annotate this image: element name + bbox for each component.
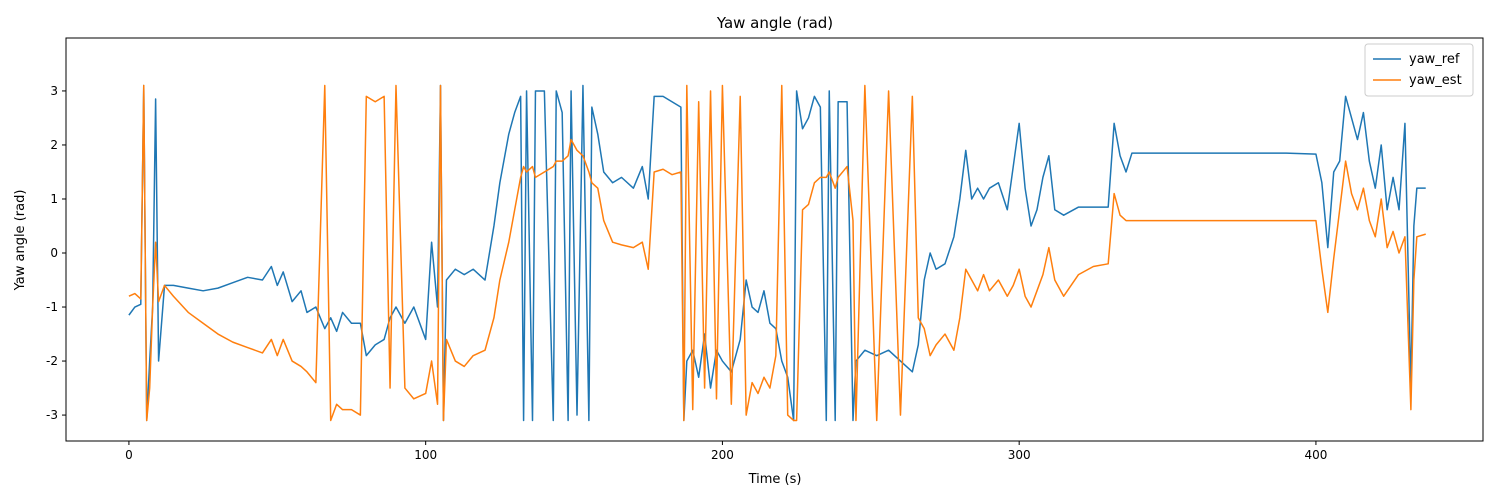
x-tick-label: 0: [125, 448, 133, 462]
y-tick-label: 3: [50, 84, 58, 98]
legend-box: [1364, 43, 1474, 97]
line: [128, 84, 1426, 422]
x-tick-label: 200: [711, 448, 734, 462]
x-tick-label: 100: [414, 448, 437, 462]
y-tick-label: -2: [46, 354, 58, 368]
y-tick-label: 2: [50, 138, 58, 152]
y-tick-label: -1: [46, 300, 58, 314]
legend: yaw_ref yaw_est: [1364, 43, 1474, 97]
line: [128, 84, 1426, 422]
plot-area: [65, 37, 1484, 442]
y-tick-label: 1: [50, 192, 58, 206]
legend-label: yaw_ref: [1409, 52, 1460, 67]
legend-label: yaw_est: [1409, 73, 1462, 88]
x-axis-label: Time (s): [748, 472, 802, 487]
y-axis-label: Yaw angle (rad): [13, 190, 28, 292]
x-tick-label: 300: [1008, 448, 1031, 462]
y-tick-label: -3: [46, 408, 58, 422]
y-tick-label: 0: [50, 246, 58, 260]
chart-title: Yaw angle (rad): [716, 14, 833, 32]
x-tick-label: 400: [1304, 448, 1327, 462]
